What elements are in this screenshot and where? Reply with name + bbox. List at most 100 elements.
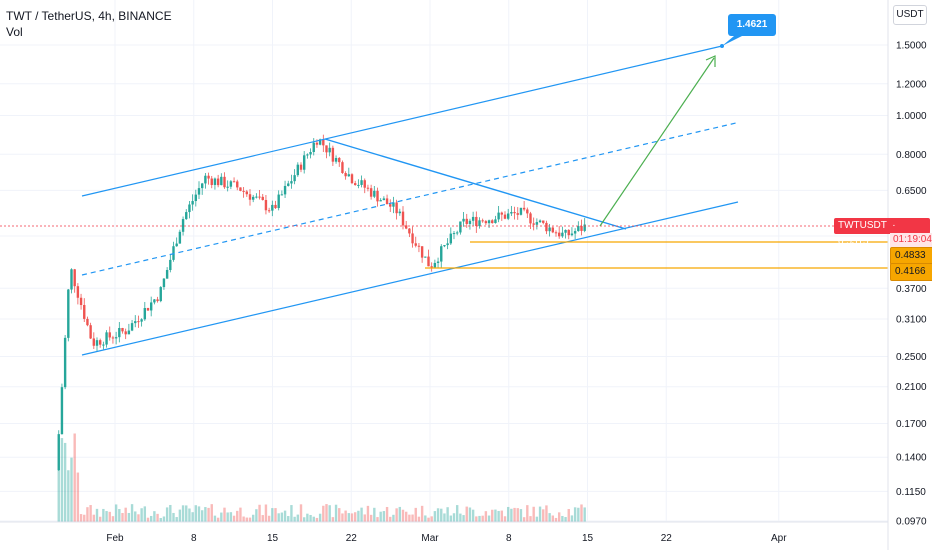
- candle-body: [465, 218, 468, 224]
- candle-body: [251, 196, 255, 200]
- candle-body: [475, 216, 478, 227]
- volume-bar: [83, 514, 86, 522]
- volume-bar: [172, 512, 175, 522]
- volume-bar: [353, 512, 357, 522]
- volume-bar: [363, 514, 366, 522]
- candle-body: [570, 233, 574, 236]
- volume-bar: [70, 457, 73, 522]
- candle-body: [353, 183, 357, 186]
- candle-body: [484, 221, 488, 224]
- candle-body: [487, 220, 491, 224]
- volume-bar: [197, 506, 201, 522]
- volume-bar: [392, 514, 395, 522]
- target-price-callout[interactable]: 1.4621: [728, 14, 776, 36]
- candle-body: [290, 181, 293, 184]
- candle-body: [245, 191, 249, 195]
- volume-bar: [567, 509, 570, 522]
- volume-bar: [271, 508, 274, 522]
- candle-body: [519, 207, 523, 215]
- volume-bar: [280, 512, 284, 522]
- candle-body: [121, 328, 124, 332]
- candle-body: [178, 231, 182, 244]
- volume-bar: [67, 470, 70, 522]
- candle-body: [67, 289, 70, 338]
- volume-bar: [312, 516, 315, 522]
- volume-bar: [475, 516, 478, 522]
- candle-body: [481, 220, 484, 222]
- candle-body: [557, 232, 561, 237]
- candle-body: [108, 332, 111, 338]
- price-tick-label: 0.1400: [896, 453, 927, 464]
- candle-body: [83, 305, 86, 319]
- candle-body: [309, 151, 312, 155]
- volume-bar: [522, 517, 526, 522]
- candle-body: [200, 183, 204, 189]
- chart-legend: TWT / TetherUS, 4h, BINANCE Vol: [6, 8, 172, 40]
- candle-body: [149, 302, 153, 311]
- volume-bar: [105, 511, 108, 522]
- volume-bar: [86, 507, 89, 522]
- volume-bar: [338, 508, 341, 522]
- price-tick-label: 0.3700: [896, 284, 927, 295]
- channel-upper-line[interactable]: [81, 45, 723, 197]
- candle-body: [411, 233, 414, 244]
- price-tick-label: 0.3100: [896, 315, 927, 326]
- volume-bar: [175, 517, 178, 522]
- candle-body: [79, 297, 83, 306]
- volume-bar: [443, 513, 446, 522]
- candle-body: [382, 198, 386, 201]
- symbol-title[interactable]: TWT / TetherUS, 4h, BINANCE: [6, 9, 172, 23]
- volume-bar: [188, 508, 191, 522]
- candle-body: [494, 219, 497, 224]
- volume-bar: [287, 516, 290, 522]
- candle-body: [529, 213, 532, 224]
- target-arrow-line[interactable]: [599, 57, 715, 227]
- volume-bar: [440, 508, 443, 522]
- volume-bar: [255, 509, 258, 522]
- candle-body: [449, 233, 453, 244]
- time-axis[interactable]: Feb 8 15 22 Mar 8 15 22 Apr: [0, 521, 888, 544]
- channel-middle-line[interactable]: [81, 122, 737, 276]
- volume-bar: [159, 517, 162, 522]
- volume-bar: [95, 508, 99, 522]
- ticker-symbol: TWTUSDT: [838, 220, 887, 231]
- candle-body: [185, 212, 188, 220]
- price-tick-label: 0.1700: [896, 419, 927, 430]
- volume-bar: [529, 516, 532, 522]
- volume-bar: [137, 514, 140, 522]
- volume-bar: [481, 515, 484, 522]
- volume-bars: [57, 433, 586, 522]
- candle-body: [70, 269, 73, 290]
- descending-trendline[interactable]: [324, 138, 627, 230]
- volume-bar: [411, 514, 414, 522]
- time-tick-label: 15: [267, 533, 279, 544]
- channel-lower-line[interactable]: [81, 201, 739, 356]
- volume-bar: [420, 505, 424, 522]
- volume-bar: [322, 505, 325, 522]
- time-tick-label: Feb: [106, 533, 124, 544]
- candle-body: [156, 299, 159, 302]
- candle-body: [462, 218, 465, 222]
- volume-bar: [379, 511, 382, 522]
- candle-body: [63, 337, 67, 388]
- candle-body: [341, 162, 344, 174]
- candle-body: [302, 155, 306, 170]
- candle-body: [73, 269, 76, 287]
- candle-body: [369, 188, 373, 197]
- candle-body: [210, 178, 213, 185]
- volume-bar: [165, 507, 169, 522]
- volume-bar: [245, 517, 249, 522]
- volume-bar: [427, 517, 430, 522]
- volume-bar: [478, 515, 481, 522]
- candle-body: [471, 216, 475, 221]
- candle-body: [561, 232, 564, 237]
- currency-unit-button[interactable]: USDT: [893, 5, 927, 25]
- volume-indicator-label[interactable]: Vol: [6, 25, 23, 39]
- volume-bar: [216, 517, 220, 522]
- candle-body: [385, 198, 389, 205]
- volume-bar: [408, 514, 411, 522]
- volume-bar: [503, 516, 507, 522]
- volume-bar: [506, 506, 510, 522]
- volume-bar: [92, 514, 96, 522]
